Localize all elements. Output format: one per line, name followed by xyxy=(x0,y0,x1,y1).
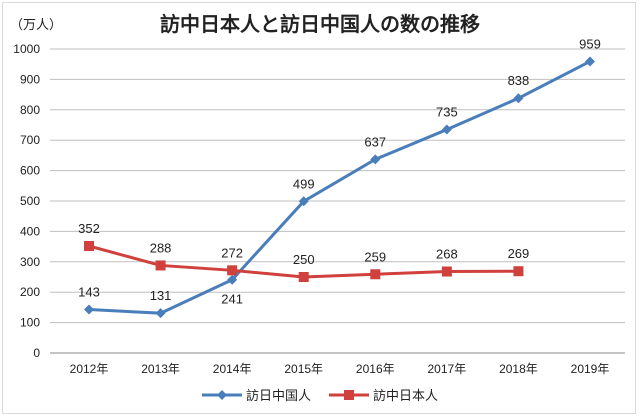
data-point xyxy=(227,265,238,276)
data-label: 241 xyxy=(221,292,243,307)
data-point xyxy=(585,56,595,67)
x-tick-label: 2018年 xyxy=(499,362,538,376)
y-tick-label: 900 xyxy=(20,72,40,86)
data-point xyxy=(298,196,309,207)
y-tick-label: 1000 xyxy=(13,42,40,56)
y-tick-label: 600 xyxy=(20,164,40,178)
data-label: 637 xyxy=(364,134,386,149)
legend-item-series-1: 訪中日本人 xyxy=(329,385,438,404)
chart-frame xyxy=(2,2,636,414)
data-label: 259 xyxy=(364,249,386,264)
data-point xyxy=(370,154,381,165)
x-tick-label: 2017年 xyxy=(428,362,467,376)
legend-label: 訪日中国人 xyxy=(245,388,311,403)
y-tick-label: 200 xyxy=(20,285,40,299)
data-label: 352 xyxy=(78,221,100,236)
data-point xyxy=(155,308,166,319)
data-label: 288 xyxy=(150,240,172,255)
data-point xyxy=(513,93,524,104)
x-tick-label: 2013年 xyxy=(141,362,180,376)
data-point xyxy=(441,124,452,135)
data-label: 269 xyxy=(508,246,530,261)
legend-marker-diamond-icon xyxy=(201,389,242,400)
y-axis-unit-label: （万人） xyxy=(10,17,63,32)
legend-label: 訪中日本人 xyxy=(373,388,439,403)
y-tick-label: 100 xyxy=(20,316,40,330)
chart-title: 訪中日本人と訪日中国人の数の推移 xyxy=(160,14,480,36)
x-tick-label: 2015年 xyxy=(284,362,323,376)
y-tick-label: 700 xyxy=(20,133,40,147)
data-point xyxy=(441,266,452,277)
series-line xyxy=(88,60,591,315)
data-point xyxy=(370,269,381,280)
x-tick-label: 2016年 xyxy=(356,362,395,376)
legend-marker-square-icon xyxy=(329,389,369,400)
data-label: 272 xyxy=(221,245,243,260)
data-point xyxy=(513,266,524,277)
legend-item-series-0: 訪日中国人 xyxy=(201,385,311,404)
data-label: 499 xyxy=(293,176,315,191)
data-label: 838 xyxy=(508,73,530,88)
data-label: 143 xyxy=(78,285,100,300)
data-point xyxy=(227,274,238,285)
data-point xyxy=(155,260,166,271)
data-label: 268 xyxy=(436,247,458,262)
data-label: 131 xyxy=(150,288,172,303)
data-label: 959 xyxy=(579,36,601,51)
y-tick-label: 500 xyxy=(20,194,40,208)
data-label: 250 xyxy=(293,252,315,267)
data-point xyxy=(298,272,309,282)
y-tick-label: 800 xyxy=(20,103,40,117)
data-point xyxy=(84,240,94,251)
data-point xyxy=(84,304,94,315)
x-tick-label: 2019年 xyxy=(571,362,610,376)
x-tick-label: 2012年 xyxy=(70,362,109,376)
y-tick-label: 300 xyxy=(20,255,40,269)
data-label: 735 xyxy=(436,105,458,120)
y-tick-label: 400 xyxy=(20,224,40,238)
x-tick-label: 2014年 xyxy=(213,362,252,376)
y-tick-label: 0 xyxy=(33,346,40,360)
legend: 訪日中国人 訪中日本人 xyxy=(0,385,640,404)
